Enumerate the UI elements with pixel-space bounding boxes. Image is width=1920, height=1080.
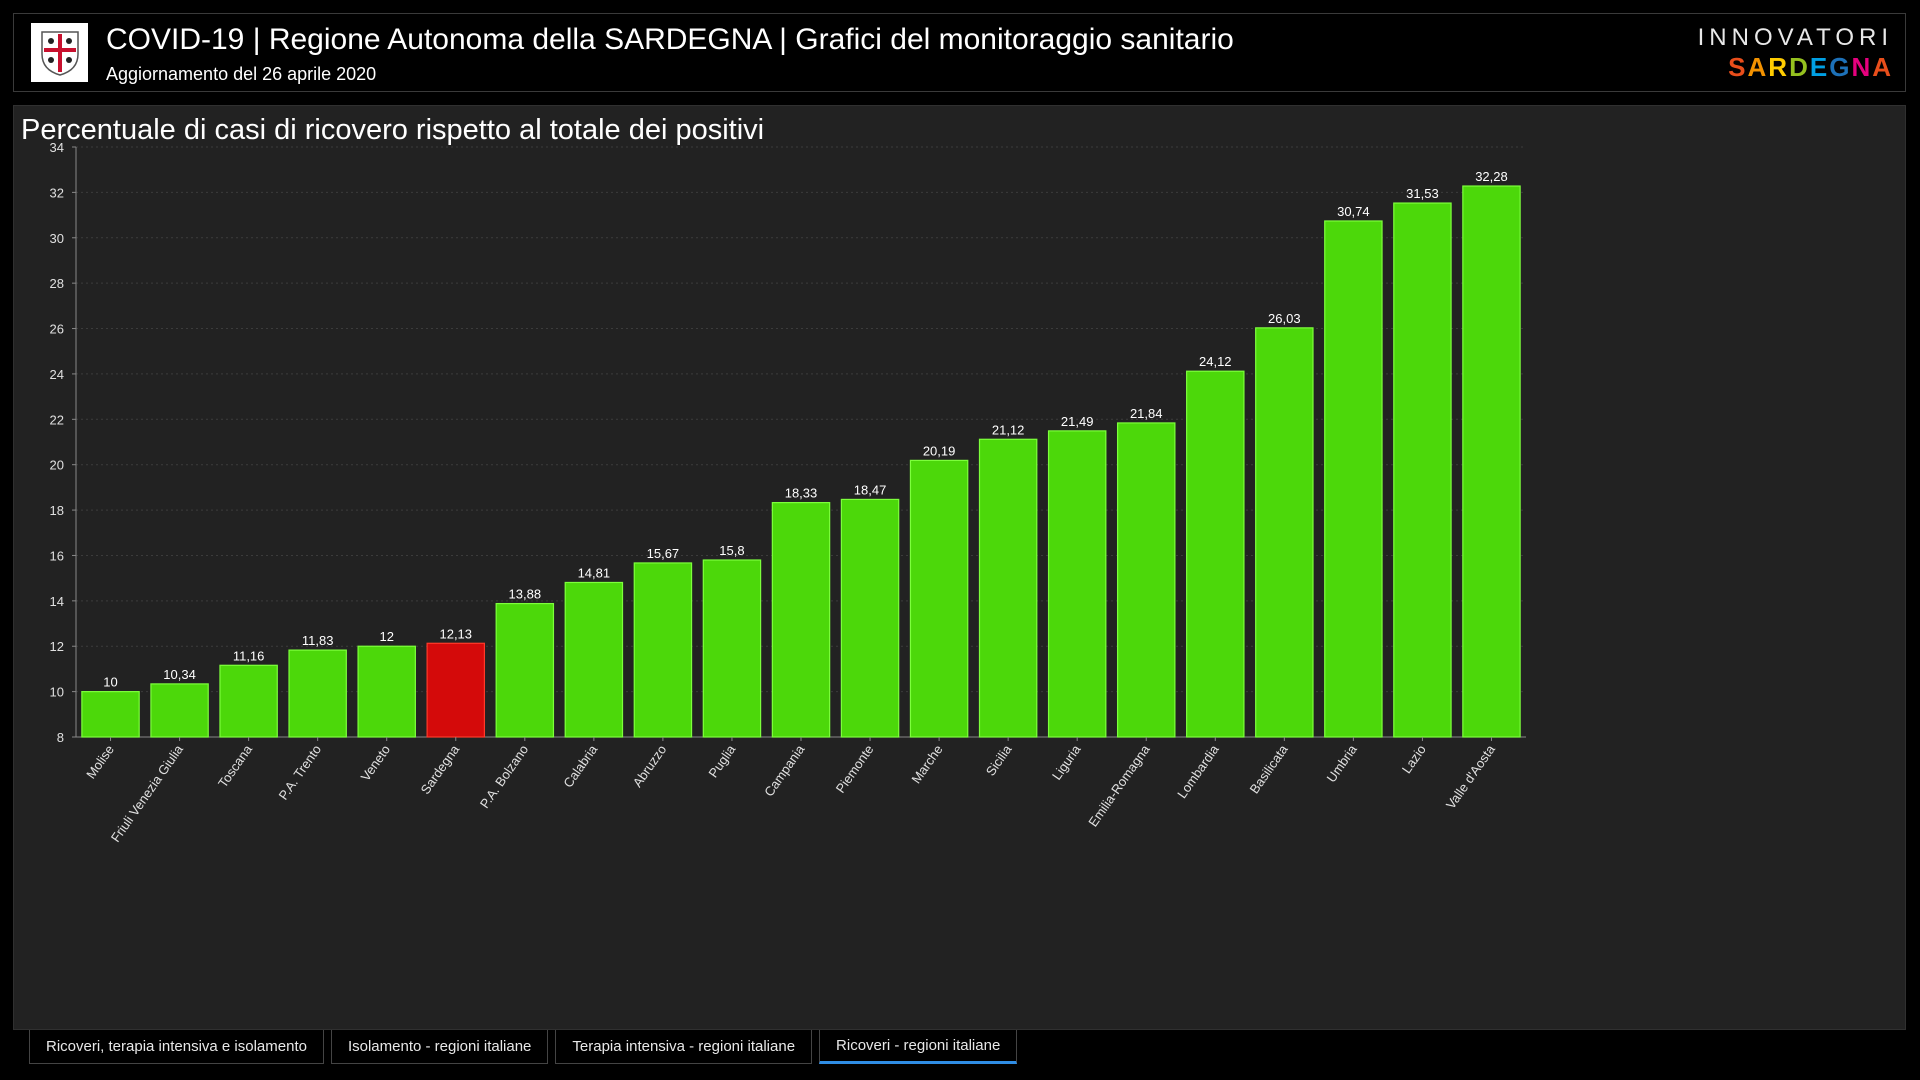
brand-logo-top: INNOVATORI (1697, 24, 1893, 51)
x-tick-label: Valle d'Aosta (1443, 741, 1498, 811)
bar (702, 559, 762, 738)
x-tick-label: Lombardia (1174, 741, 1222, 801)
y-tick-label: 8 (57, 730, 64, 745)
bar (150, 683, 209, 738)
bar (1324, 220, 1383, 738)
y-tick-label: 28 (50, 276, 64, 291)
header-bar: COVID-19 | Regione Autonoma della SARDEG… (13, 13, 1906, 92)
data-label: 10,34 (163, 667, 196, 682)
bar (1462, 185, 1521, 738)
bar (288, 649, 347, 738)
x-tick-label: Basilicata (1247, 741, 1292, 796)
y-tick-label: 20 (50, 458, 64, 473)
bar (978, 438, 1038, 738)
y-tick-label: 10 (50, 685, 64, 700)
bar (1186, 370, 1245, 738)
bar (1047, 430, 1107, 738)
y-tick-label: 16 (50, 548, 64, 563)
x-tick-label: Molise (83, 742, 117, 781)
data-label: 18,47 (854, 482, 887, 497)
x-tick-label: Umbria (1324, 741, 1361, 785)
y-tick-label: 34 (50, 140, 64, 155)
data-label: 11,16 (233, 648, 265, 663)
data-label: 11,83 (302, 633, 334, 648)
data-label: 21,49 (1061, 414, 1094, 429)
data-label: 15,8 (719, 543, 744, 558)
brand-logo: INNOVATORI SARDEGNA (1698, 24, 1893, 83)
data-label: 14,81 (578, 565, 611, 580)
bar-chart: 8 10 12 14 16 18 20 22 24 26 28 30 32 34 10 Molise 10,34… (50, 140, 1526, 845)
bar (840, 498, 900, 738)
bar (1255, 327, 1314, 738)
x-tick-label: Liguria (1049, 741, 1084, 782)
data-label: 21,84 (1130, 406, 1163, 421)
update-date: Aggiornamento del 26 aprile 2020 (106, 64, 377, 84)
x-tick-label: P.A. Trento (275, 742, 324, 803)
x-tick-label: Marche (908, 742, 945, 786)
x-tick-label: Calabria (560, 741, 600, 790)
brand-logo-bottom: SARDEGNA (1728, 52, 1893, 82)
x-tick-label: Veneto (358, 742, 394, 784)
data-label: 10 (103, 675, 117, 690)
data-label: 20,19 (923, 443, 956, 458)
x-tick-label: Friuli Venezia Giulia (108, 741, 187, 844)
page-title: COVID-19 | Regione Autonoma della SARDEG… (106, 23, 1234, 56)
data-label: 21,12 (992, 422, 1025, 437)
x-tick-label: Sicilia (983, 741, 1015, 778)
data-label: 30,74 (1337, 204, 1370, 219)
x-tick-label: Sardegna (418, 741, 463, 796)
tab-3[interactable]: Terapia intensiva - regioni italiane (555, 1030, 813, 1064)
y-tick-label: 12 (50, 639, 64, 654)
data-label: 12,13 (439, 626, 472, 641)
bar (426, 642, 486, 738)
data-label: 32,28 (1475, 169, 1508, 184)
x-tick-label: Emilia-Romagna (1085, 741, 1153, 829)
bar (771, 501, 831, 738)
data-label: 31,53 (1406, 186, 1439, 201)
y-tick-label: 32 (50, 185, 64, 200)
data-label: 13,88 (509, 587, 542, 602)
y-tick-label: 30 (50, 231, 64, 246)
bar (1393, 202, 1452, 738)
y-tick-label: 26 (50, 322, 64, 337)
regional-crest-icon (31, 23, 88, 82)
bar (1116, 422, 1176, 738)
y-tick-label: 14 (50, 594, 64, 609)
bar (357, 645, 416, 738)
data-label: 15,67 (647, 546, 680, 561)
chart-title: Percentuale di casi di ricovero rispetto… (21, 114, 765, 146)
bar (633, 562, 693, 738)
x-tick-label: Puglia (705, 741, 738, 780)
data-label: 12 (379, 629, 393, 644)
tab-2[interactable]: Isolamento - regioni italiane (330, 1030, 549, 1064)
x-tick-label: Campania (761, 741, 808, 799)
bar (81, 691, 140, 738)
x-tick-label: Lazio (1399, 742, 1429, 776)
y-tick-label: 24 (50, 367, 64, 382)
bar (495, 602, 555, 738)
bar (219, 664, 278, 738)
data-label: 24,12 (1199, 354, 1232, 369)
data-label: 26,03 (1268, 311, 1301, 326)
tab-4[interactable]: Ricoveri - regioni italiane (819, 1030, 1018, 1064)
x-tick-label: Abruzzo (630, 742, 670, 790)
tab-bar: Ricoveri, terapia intensiva e isolamento… (29, 1030, 1018, 1064)
bar (909, 459, 969, 738)
x-tick-label: P.A. Bolzano (477, 742, 531, 811)
x-tick-label: Piemonte (833, 742, 877, 796)
x-tick-label: Toscana (215, 741, 256, 790)
chart-panel: Percentuale di casi di ricovero rispetto… (13, 105, 1906, 1030)
y-tick-label: 18 (50, 503, 64, 518)
y-tick-label: 22 (50, 412, 64, 427)
data-label: 18,33 (785, 486, 818, 501)
bar (564, 581, 624, 738)
tab-1[interactable]: Ricoveri, terapia intensiva e isolamento (29, 1030, 324, 1064)
